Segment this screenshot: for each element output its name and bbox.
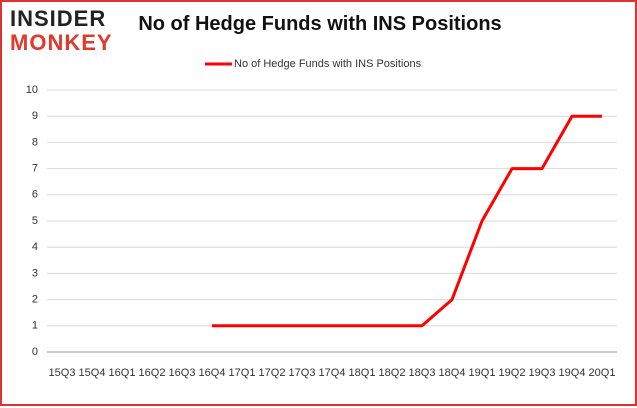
logo-top: INSIDER — [10, 6, 106, 31]
y-tick-label: 8 — [32, 136, 38, 148]
y-tick-label: 1 — [32, 320, 38, 332]
legend-label: No of Hedge Funds with INS Positions — [234, 58, 422, 70]
x-tick-label: 17Q2 — [259, 367, 286, 379]
x-tick-label: 18Q4 — [439, 367, 466, 379]
x-tick-label: 19Q4 — [559, 367, 586, 379]
y-tick-label: 6 — [32, 189, 38, 201]
data-line — [212, 114, 602, 328]
y-tick-label: 10 — [26, 84, 38, 96]
x-tick-label: 17Q4 — [319, 367, 346, 379]
x-tick-label: 16Q4 — [199, 367, 226, 379]
x-tick-label: 19Q3 — [529, 367, 556, 379]
y-tick-label: 7 — [32, 163, 38, 175]
chart-title: No of Hedge Funds with INS Positions — [138, 13, 501, 35]
x-tick-label: 15Q3 — [49, 367, 76, 379]
y-tick-label: 5 — [32, 215, 38, 227]
x-tick-label: 18Q2 — [379, 367, 406, 379]
x-tick-label: 19Q1 — [469, 367, 496, 379]
x-tick-label: 17Q3 — [289, 367, 316, 379]
x-tick-label: 20Q1 — [589, 367, 616, 379]
y-tick-label: 2 — [32, 294, 38, 306]
x-tick-label: 15Q4 — [79, 367, 106, 379]
x-tick-label: 18Q3 — [409, 367, 436, 379]
x-tick-label: 16Q1 — [109, 367, 136, 379]
x-tick-label: 16Q3 — [169, 367, 196, 379]
y-tick-label: 0 — [32, 346, 38, 358]
x-tick-label: 17Q1 — [229, 367, 256, 379]
x-tick-label: 18Q1 — [349, 367, 376, 379]
y-tick-label: 9 — [32, 110, 38, 122]
x-tick-label: 19Q2 — [499, 367, 526, 379]
y-tick-label: 3 — [32, 267, 38, 279]
y-tick-label: 4 — [32, 241, 38, 253]
x-tick-label: 16Q2 — [139, 367, 166, 379]
logo-bottom: MONKEY — [10, 30, 113, 55]
